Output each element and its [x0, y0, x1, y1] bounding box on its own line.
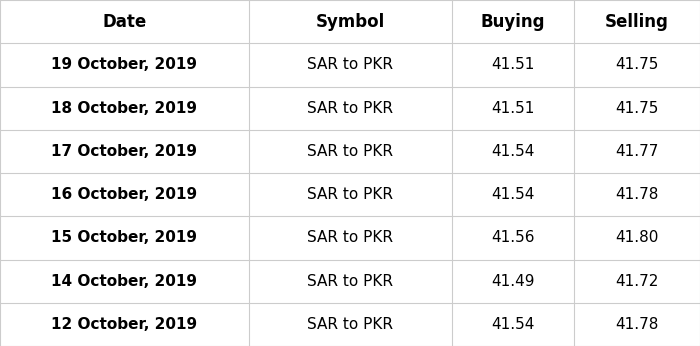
Text: Selling: Selling	[605, 12, 669, 31]
Text: 41.80: 41.80	[615, 230, 659, 245]
Text: 41.75: 41.75	[615, 57, 659, 72]
Text: 41.72: 41.72	[615, 274, 659, 289]
Text: SAR to PKR: SAR to PKR	[307, 101, 393, 116]
Text: 19 October, 2019: 19 October, 2019	[51, 57, 197, 72]
Text: 18 October, 2019: 18 October, 2019	[51, 101, 197, 116]
Text: 41.77: 41.77	[615, 144, 659, 159]
Text: 41.51: 41.51	[491, 57, 534, 72]
Text: 41.54: 41.54	[491, 187, 534, 202]
Text: 41.54: 41.54	[491, 317, 534, 332]
Text: 41.78: 41.78	[615, 187, 659, 202]
Text: SAR to PKR: SAR to PKR	[307, 57, 393, 72]
Text: 41.75: 41.75	[615, 101, 659, 116]
Text: 41.78: 41.78	[615, 317, 659, 332]
Text: 16 October, 2019: 16 October, 2019	[51, 187, 197, 202]
Text: SAR to PKR: SAR to PKR	[307, 274, 393, 289]
Text: 41.51: 41.51	[491, 101, 534, 116]
Text: SAR to PKR: SAR to PKR	[307, 230, 393, 245]
Text: Date: Date	[102, 12, 146, 31]
Text: 41.56: 41.56	[491, 230, 535, 245]
Text: 14 October, 2019: 14 October, 2019	[51, 274, 197, 289]
Text: 41.54: 41.54	[491, 144, 534, 159]
Text: Buying: Buying	[480, 12, 545, 31]
Text: 41.49: 41.49	[491, 274, 535, 289]
Text: SAR to PKR: SAR to PKR	[307, 144, 393, 159]
Text: Symbol: Symbol	[316, 12, 384, 31]
Text: 12 October, 2019: 12 October, 2019	[51, 317, 197, 332]
Text: SAR to PKR: SAR to PKR	[307, 317, 393, 332]
Text: 17 October, 2019: 17 October, 2019	[51, 144, 197, 159]
Text: SAR to PKR: SAR to PKR	[307, 187, 393, 202]
Text: 15 October, 2019: 15 October, 2019	[51, 230, 197, 245]
